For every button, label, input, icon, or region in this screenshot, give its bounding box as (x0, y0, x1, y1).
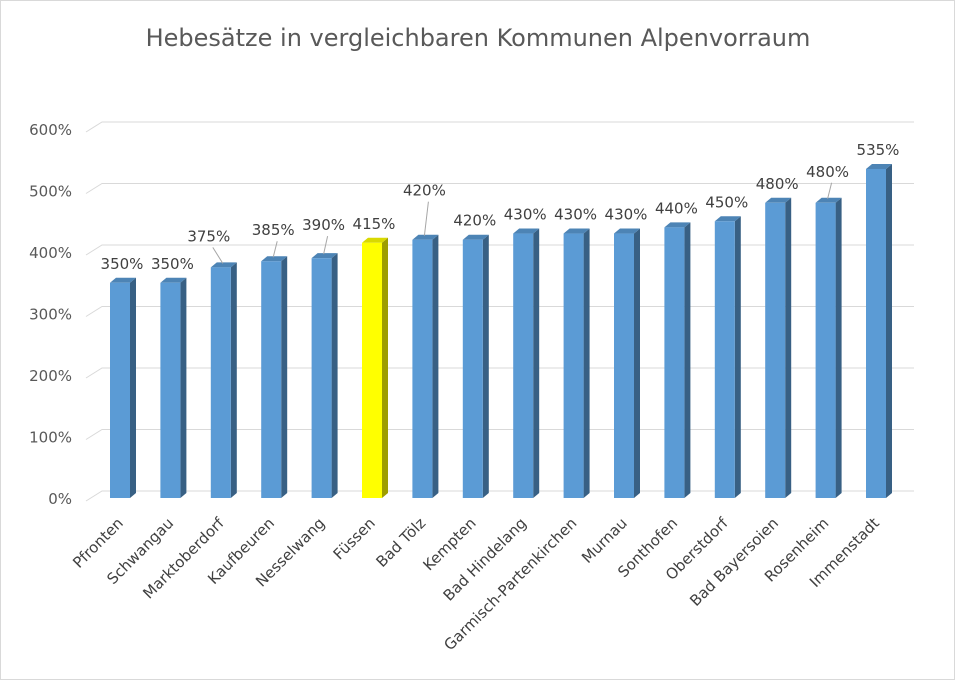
gridline (85, 306, 914, 317)
label-leader-line (323, 236, 329, 255)
y-tick-label: 500% (29, 183, 72, 201)
gridline (85, 429, 914, 440)
y-axis-labels: 0% 100% 200% 300% 400% 500% 600% (29, 121, 72, 508)
label-leader-line (827, 182, 833, 199)
data-label: 385% (252, 221, 295, 239)
label-leader-line (423, 201, 429, 236)
gridlines (85, 121, 914, 502)
data-label: 420% (453, 212, 496, 230)
data-label: 430% (554, 206, 597, 224)
data-label: 420% (403, 182, 446, 200)
bar (513, 228, 540, 499)
data-label: 375% (187, 227, 230, 245)
bar (412, 234, 439, 498)
data-label: 480% (756, 175, 799, 193)
bar (362, 237, 388, 498)
gridline (85, 244, 914, 256)
y-tick-label: 200% (29, 367, 72, 385)
y-tick-label: 600% (29, 121, 72, 139)
gridline (85, 183, 914, 194)
bar (462, 234, 489, 498)
label-leader-line (272, 241, 278, 258)
gridline (85, 490, 914, 502)
data-label: 480% (806, 163, 849, 181)
data-label: 350% (151, 255, 194, 273)
data-label: 390% (302, 216, 345, 234)
gridline (85, 121, 914, 133)
bar (866, 163, 892, 498)
data-label: 535% (857, 141, 900, 159)
data-labels: 350% 350% 375% 385% 390% 415% 420% 420% 430% 430%… (101, 141, 900, 273)
bar (210, 262, 237, 498)
data-label: 430% (504, 206, 547, 224)
x-tick-label: Bad Bayersoien (686, 514, 782, 610)
y-tick-label: 300% (29, 306, 72, 324)
bar (261, 256, 288, 498)
data-label: 440% (655, 199, 698, 217)
label-leader-line (212, 247, 224, 264)
bar (714, 216, 741, 498)
bar (311, 253, 338, 498)
data-label: 430% (605, 206, 648, 224)
x-tick-label: Füssen (330, 514, 379, 563)
bar (563, 228, 590, 499)
y-tick-label: 0% (48, 490, 72, 508)
data-label: 450% (705, 193, 748, 211)
gridline (85, 367, 914, 379)
bars (110, 163, 892, 499)
bar (160, 277, 187, 498)
bar (664, 222, 691, 498)
bar (614, 228, 640, 499)
data-label: 350% (101, 255, 144, 273)
y-tick-label: 400% (29, 244, 72, 262)
y-tick-label: 100% (29, 429, 72, 447)
chart-title: Hebesätze in vergleichbaren Kommunen Alp… (146, 24, 811, 52)
data-label: 415% (353, 215, 396, 233)
bar (765, 197, 792, 499)
label-leaders (212, 182, 833, 264)
bar (110, 277, 136, 498)
bar (815, 197, 842, 499)
x-axis-labels: PfrontenSchwangauMarktoberdorfKaufbeuren… (69, 514, 883, 655)
